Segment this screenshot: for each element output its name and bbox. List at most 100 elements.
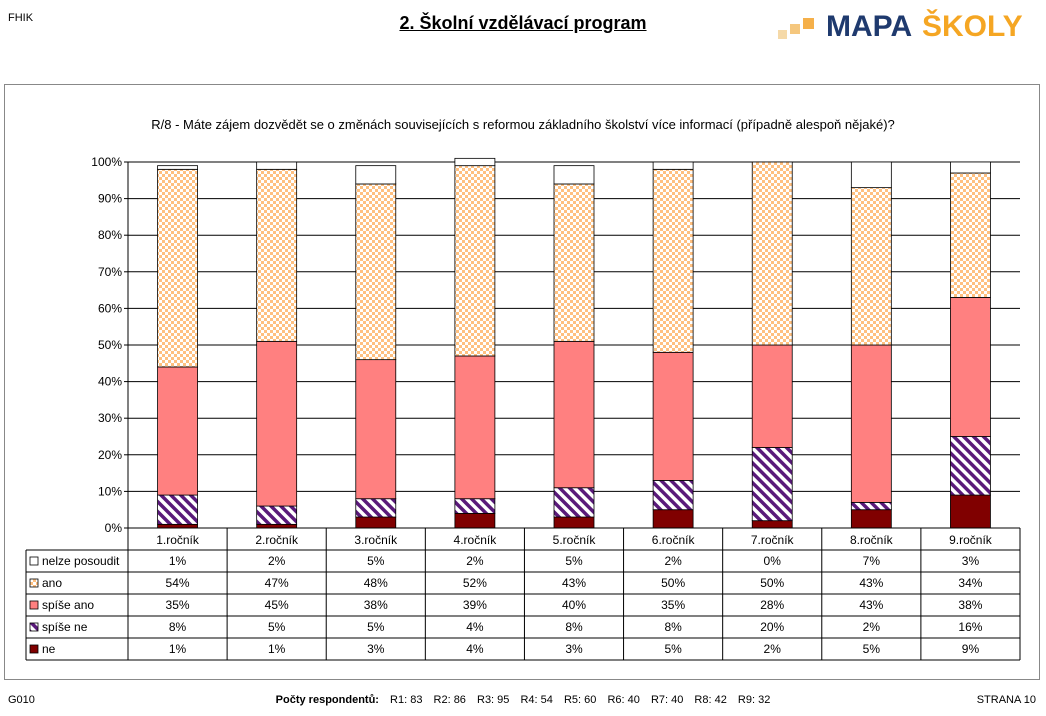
data-label: 7%: [863, 554, 881, 568]
respondent-count: R3: 95: [477, 694, 510, 706]
bar-segment-spíše-ano: [553, 340, 595, 489]
x-tick-label: 9.ročník: [949, 533, 993, 547]
data-label: 52%: [463, 576, 487, 590]
bar-segment-ne: [256, 523, 298, 529]
y-axis-ticks: 0% 10% 20% 30% 40% 50% 60% 70% 80% 90% 100%: [91, 155, 129, 535]
footer-code: G010: [8, 694, 35, 706]
bar-segment-spíše-ne: [850, 501, 892, 511]
respondent-counts: Počty respondentů: R1: 83 R2: 86 R3: 95 …: [0, 694, 1046, 706]
data-label: 16%: [958, 620, 982, 634]
bar-segment-ano: [553, 183, 595, 342]
data-label: 34%: [958, 576, 982, 590]
legend-swatch: [29, 622, 39, 632]
y-tick-label: 90%: [98, 192, 122, 206]
data-label: 8%: [664, 620, 682, 634]
bar-segment-nelze-posoudit: [652, 161, 694, 170]
bar-segment-nelze-posoudit: [157, 165, 198, 170]
bar-segment-ano: [157, 168, 198, 368]
y-tick-label: 70%: [98, 265, 122, 279]
mapa-skoly-logo: MAPA ŠKOLY: [778, 9, 1023, 42]
x-tick-label: 3.ročník: [354, 533, 398, 547]
bar-segment-spíše-ano: [256, 340, 298, 507]
logo-text-skoly: ŠKOLY: [922, 9, 1023, 42]
data-label: 3%: [565, 642, 583, 656]
data-label: 3%: [367, 642, 385, 656]
x-tick-label: 5.ročník: [553, 533, 597, 547]
data-label: 28%: [760, 598, 784, 612]
legend-swatch: [29, 600, 39, 610]
legend-label: nelze posoudit: [42, 554, 120, 568]
data-label: 2%: [664, 554, 682, 568]
data-label: 1%: [169, 642, 187, 656]
page-title: 2. Školní vzdělávací program: [399, 13, 647, 33]
bars: [157, 157, 991, 529]
data-label: 1%: [169, 554, 187, 568]
data-label: 45%: [265, 598, 289, 612]
bar-segment-nelze-posoudit: [950, 161, 991, 174]
data-label: 39%: [463, 598, 487, 612]
respondent-count: R9: 32: [737, 694, 771, 706]
data-label: 2%: [863, 620, 881, 634]
bar-segment-spíše-ano: [751, 344, 793, 448]
data-label: 43%: [859, 598, 883, 612]
data-label: 5%: [664, 642, 682, 656]
data-label: 5%: [367, 554, 385, 568]
data-label: 5%: [565, 554, 583, 568]
bar-segment-spíše-ano: [157, 366, 198, 496]
y-tick-label: 80%: [98, 228, 122, 242]
data-label: 40%: [562, 598, 586, 612]
bar-segment-spíše-ano: [652, 351, 694, 481]
bar-segment-spíše-ne: [355, 498, 397, 518]
respondent-count: R5: 60: [563, 694, 597, 706]
bar-segment-spíše-ne: [256, 505, 298, 525]
bar-segment-ne: [355, 516, 397, 529]
data-label: 20%: [760, 620, 784, 634]
bar-segment-ne: [751, 520, 793, 529]
bar-segment-nelze-posoudit: [553, 165, 595, 185]
data-label: 5%: [268, 620, 286, 634]
y-tick-label: 50%: [98, 338, 122, 352]
data-label: 5%: [367, 620, 385, 634]
bar-segment-spíše-ne: [454, 498, 496, 514]
bar-segment-nelze-posoudit: [256, 161, 298, 170]
legend-swatch: [29, 644, 39, 654]
legend-label: spíše ano: [42, 598, 94, 612]
data-label: 54%: [166, 576, 190, 590]
bar-segment-spíše-ano: [950, 297, 991, 437]
data-label: 0%: [764, 554, 782, 568]
bar-segment-ano: [256, 168, 298, 342]
data-label: 8%: [565, 620, 583, 634]
data-label: 2%: [466, 554, 484, 568]
data-label: 2%: [268, 554, 286, 568]
data-label: 43%: [859, 576, 883, 590]
data-label: 35%: [166, 598, 190, 612]
x-tick-label: 4.ročník: [454, 533, 498, 547]
bar-segment-nelze-posoudit: [850, 161, 892, 189]
bar-segment-ano: [355, 183, 397, 361]
bar-segment-spíše-ne: [751, 447, 793, 522]
data-label: 5%: [863, 642, 881, 656]
bar-segment-nelze-posoudit: [355, 165, 397, 185]
logo-square: [778, 30, 787, 39]
legend-swatch: [29, 556, 39, 566]
x-tick-label: 8.ročník: [850, 533, 894, 547]
chart-title: R/8 - Máte zájem dozvědět se o změnách s…: [151, 117, 895, 132]
y-tick-label: 30%: [98, 411, 122, 425]
page-number: STRANA 10: [976, 694, 1036, 706]
legend-label: ano: [42, 576, 62, 590]
respondent-count: R6: 40: [607, 694, 640, 706]
x-tick-label: 6.ročník: [652, 533, 696, 547]
data-label: 48%: [364, 576, 388, 590]
data-label: 1%: [268, 642, 286, 656]
x-tick-label: 2.ročník: [255, 533, 299, 547]
bar-segment-ano: [652, 168, 694, 353]
data-label: 2%: [764, 642, 782, 656]
x-tick-label: 7.ročník: [751, 533, 795, 547]
data-label: 9%: [962, 642, 980, 656]
y-tick-label: 20%: [98, 448, 122, 462]
respondent-count: R7: 40: [650, 694, 684, 706]
bar-segment-spíše-ano: [355, 359, 397, 500]
data-label: 38%: [364, 598, 388, 612]
bar-segment-ne: [157, 523, 198, 529]
